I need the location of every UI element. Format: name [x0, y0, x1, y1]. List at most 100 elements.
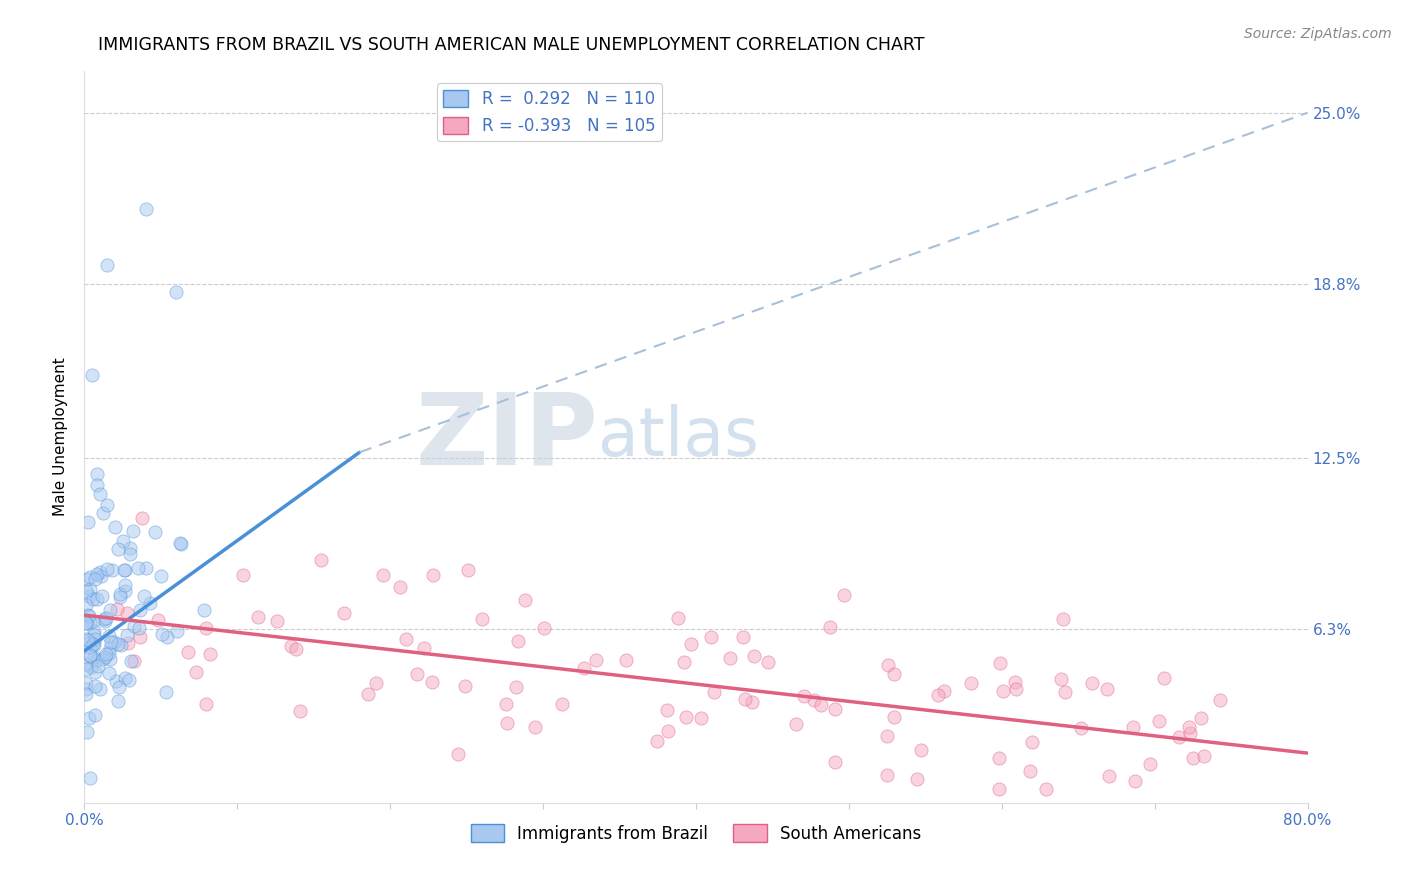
Point	[645, 734, 668, 748]
Point	[357, 687, 380, 701]
Point	[689, 711, 711, 725]
Point	[94, 611, 117, 625]
Point	[75, 583, 97, 598]
Point	[146, 613, 169, 627]
Point	[98, 646, 121, 660]
Point	[129, 630, 152, 644]
Point	[524, 720, 547, 734]
Point	[1049, 672, 1071, 686]
Point	[135, 561, 157, 575]
Point	[91, 652, 114, 666]
Point	[75, 675, 97, 690]
Point	[75, 687, 97, 701]
Point	[371, 568, 394, 582]
Point	[77, 589, 100, 603]
Point	[76, 572, 98, 586]
Point	[412, 641, 434, 656]
Point	[422, 568, 444, 582]
Point	[1052, 612, 1074, 626]
Point	[447, 747, 470, 761]
Point	[80, 660, 103, 674]
Point	[1168, 730, 1191, 744]
Point	[156, 630, 179, 644]
Point	[104, 520, 127, 534]
Point	[1005, 682, 1028, 697]
Point	[1147, 714, 1170, 729]
Point	[655, 703, 678, 717]
Point	[169, 536, 191, 550]
Point	[107, 541, 129, 556]
Point	[100, 635, 122, 649]
Point	[76, 725, 98, 739]
Point	[1209, 693, 1232, 707]
Point	[86, 478, 108, 492]
Point	[657, 724, 679, 739]
Point	[679, 637, 702, 651]
Point	[122, 654, 145, 668]
Point	[93, 612, 115, 626]
Point	[77, 711, 100, 725]
Point	[703, 685, 725, 699]
Point	[471, 612, 494, 626]
Point	[114, 583, 136, 598]
Point	[883, 667, 905, 681]
Point	[86, 567, 108, 582]
Point	[96, 258, 118, 272]
Point	[734, 692, 756, 706]
Point	[107, 637, 129, 651]
Text: IMMIGRANTS FROM BRAZIL VS SOUTH AMERICAN MALE UNEMPLOYMENT CORRELATION CHART: IMMIGRANTS FROM BRAZIL VS SOUTH AMERICAN…	[98, 36, 925, 54]
Point	[818, 620, 841, 634]
Point	[1122, 720, 1144, 734]
Point	[988, 751, 1011, 765]
Point	[420, 674, 443, 689]
Point	[118, 673, 141, 687]
Point	[1021, 735, 1043, 749]
Point	[94, 614, 117, 628]
Point	[824, 755, 846, 769]
Point	[98, 603, 121, 617]
Point	[616, 653, 638, 667]
Point	[877, 657, 900, 672]
Point	[198, 647, 221, 661]
Point	[803, 692, 825, 706]
Point	[82, 615, 104, 629]
Point	[82, 637, 104, 651]
Point	[91, 589, 114, 603]
Point	[76, 516, 98, 530]
Point	[905, 772, 928, 787]
Point	[551, 698, 574, 712]
Point	[134, 590, 156, 604]
Point	[86, 591, 108, 606]
Point	[75, 632, 97, 646]
Point	[120, 654, 142, 668]
Point	[333, 606, 356, 620]
Point	[83, 572, 105, 586]
Point	[94, 647, 117, 661]
Point	[117, 636, 139, 650]
Point	[496, 715, 519, 730]
Point	[79, 582, 101, 597]
Point	[166, 624, 188, 638]
Point	[1004, 675, 1026, 690]
Point	[79, 648, 101, 663]
Point	[76, 615, 98, 630]
Point	[87, 658, 110, 673]
Point	[110, 587, 132, 601]
Point	[101, 563, 124, 577]
Point	[80, 368, 103, 382]
Point	[110, 638, 132, 652]
Point	[96, 562, 118, 576]
Point	[83, 649, 105, 664]
Point	[86, 467, 108, 482]
Point	[139, 596, 162, 610]
Point	[756, 655, 779, 669]
Point	[77, 636, 100, 650]
Point	[103, 635, 125, 649]
Point	[76, 632, 98, 647]
Point	[149, 569, 172, 583]
Y-axis label: Male Unemployment: Male Unemployment	[53, 358, 69, 516]
Point	[1019, 764, 1042, 778]
Point	[83, 638, 105, 652]
Point	[110, 591, 132, 605]
Point	[84, 679, 107, 693]
